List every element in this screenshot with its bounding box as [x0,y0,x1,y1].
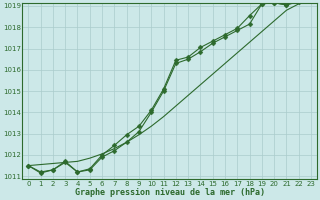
X-axis label: Graphe pression niveau de la mer (hPa): Graphe pression niveau de la mer (hPa) [75,188,265,197]
